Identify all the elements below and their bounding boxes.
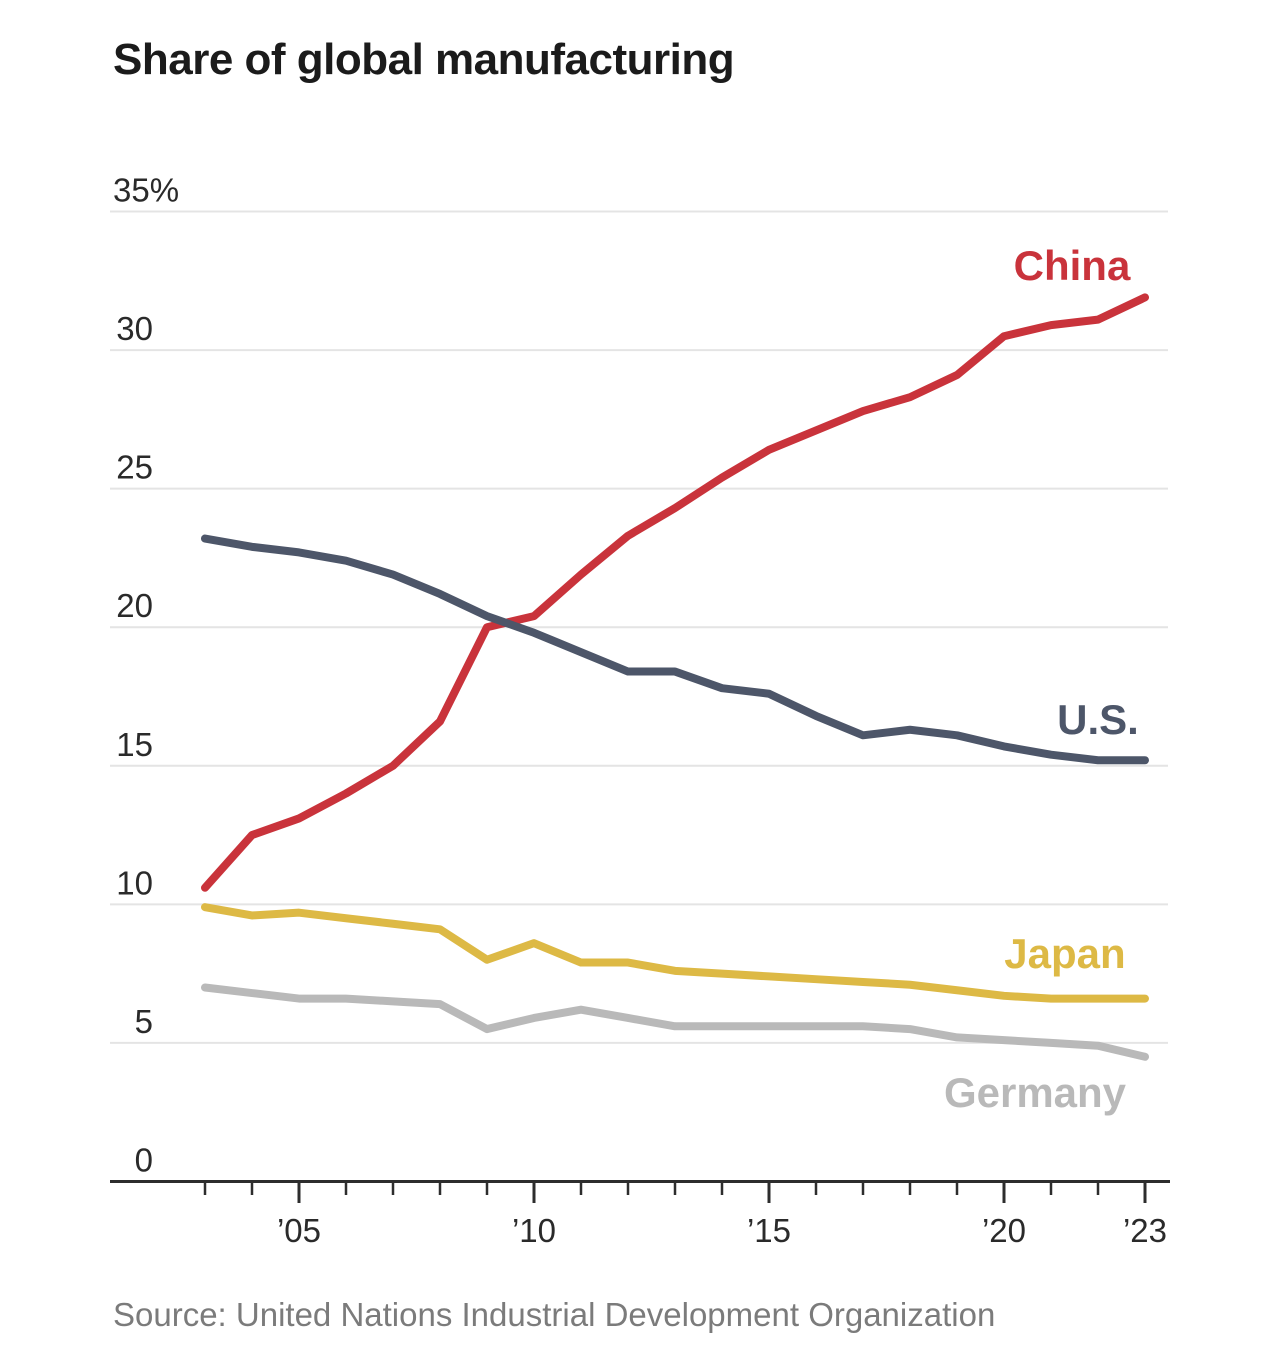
y-axis-label-30: 30	[116, 310, 153, 347]
y-axis-label-35: 35%	[113, 172, 179, 209]
plot-area: 0 5 10 15 20 25 30 35% ’05 ’10 ’15 ’20 ’23 China U.S. J…	[110, 172, 1170, 1249]
x-axis-label-2020: ’20	[982, 1212, 1026, 1249]
x-axis-label-2015: ’15	[747, 1212, 791, 1249]
y-axis-label-0: 0	[135, 1142, 153, 1179]
series-label-us: U.S.	[1057, 696, 1139, 743]
series-line-germany	[201, 983, 1149, 1061]
y-axis-label-10: 10	[116, 864, 153, 901]
series-line-japan	[201, 903, 1149, 1003]
y-axis-label-20: 20	[116, 587, 153, 624]
x-axis-label-2005: ’05	[277, 1212, 321, 1249]
series-line-china	[201, 293, 1149, 892]
source-note: Source: United Nations Industrial Develo…	[113, 1296, 995, 1333]
series-label-japan: Japan	[1004, 930, 1125, 977]
y-axis-label-25: 25	[116, 449, 153, 486]
series-line-us	[201, 534, 1149, 765]
y-axis-label-5: 5	[135, 1003, 153, 1040]
series-label-china: China	[1014, 242, 1131, 289]
x-axis-label-2023: ’23	[1123, 1212, 1167, 1249]
x-axis-label-2010: ’10	[512, 1212, 556, 1249]
series-label-germany: Germany	[944, 1069, 1127, 1116]
y-axis-label-15: 15	[116, 726, 153, 763]
chart-title: Share of global manufacturing	[113, 35, 734, 84]
